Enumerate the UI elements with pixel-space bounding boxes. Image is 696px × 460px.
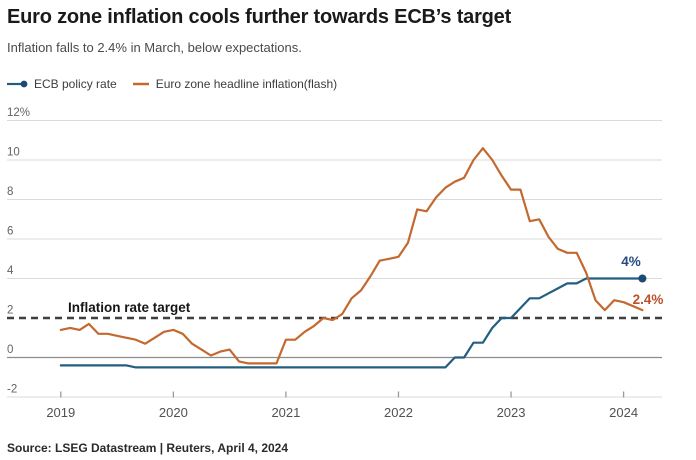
y-axis-tick-label: 12%: [7, 107, 30, 119]
x-axis-tick-label: 2021: [271, 405, 300, 420]
y-axis-tick-label: 0: [7, 344, 13, 356]
x-axis-tick-label: 2024: [609, 405, 638, 420]
legend-item-headline-inflation: Euro zone headline inflation(flash): [132, 77, 338, 91]
legend-label-ecb-policy-rate: ECB policy rate: [34, 77, 117, 91]
line-marker-icon: [132, 82, 149, 86]
grid-layer: 12% 10 8 6 4 2 0 -2 2019 2020 2021 2022 2023 2024: [7, 107, 662, 420]
line-dot-marker-icon: [7, 80, 28, 88]
y-axis-tick-label: 4: [7, 265, 14, 277]
ecb-policy-rate-line: [59, 277, 644, 369]
legend: ECB policy rate Euro zone headline infla…: [7, 77, 337, 91]
y-axis-tick-label: -2: [7, 384, 17, 396]
x-axis-tick-label: 2022: [384, 405, 413, 420]
chart-subtitle: Inflation falls to 2.4% in March, below …: [7, 40, 302, 55]
y-axis-tick-label: 8: [7, 186, 13, 198]
inflation-end-value-label: 2.4%: [633, 292, 664, 307]
legend-label-headline-inflation: Euro zone headline inflation(flash): [155, 77, 338, 91]
x-axis-tick-label: 2020: [159, 405, 188, 420]
y-axis-tick-label: 2: [7, 305, 13, 317]
x-axis-tick-label: 2023: [497, 405, 526, 420]
y-axis-tick-label: 10: [7, 147, 20, 159]
y-axis-tick-label: 6: [7, 226, 13, 238]
chart-title: Euro zone inflation cools further toward…: [7, 6, 512, 28]
ecb-end-value-label: 4%: [621, 254, 641, 269]
inflation-target-label: Inflation rate target: [68, 300, 191, 315]
headline-inflation-line: [59, 147, 644, 365]
x-axis-tick-label: 2019: [46, 405, 75, 420]
series-layer: [59, 147, 647, 369]
source-note: Source: LSEG Datastream | Reuters, April…: [7, 441, 289, 455]
legend-item-ecb-policy-rate: ECB policy rate: [7, 77, 117, 91]
ecb-policy-rate-end-dot: [638, 274, 647, 283]
